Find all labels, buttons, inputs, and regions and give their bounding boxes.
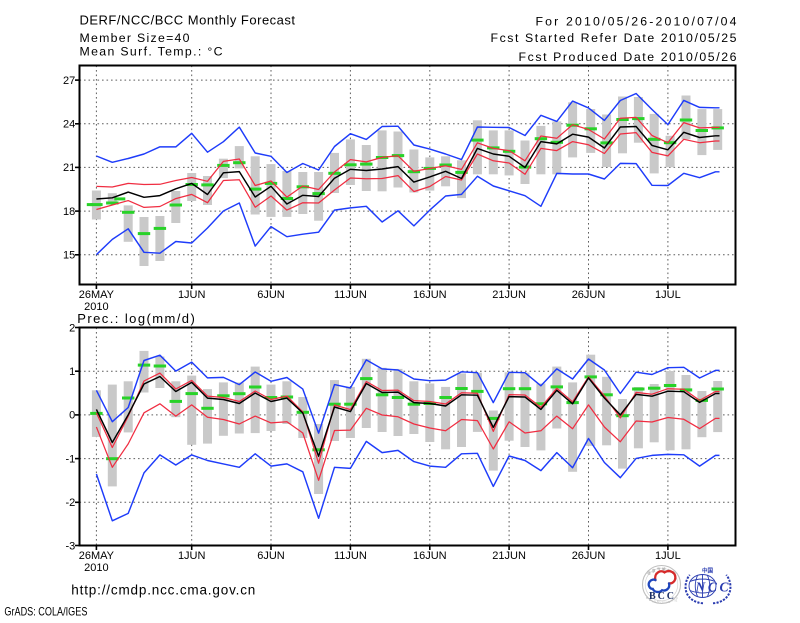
svg-text:18: 18 xyxy=(63,206,75,218)
svg-text:Fcst Produced Date 2010/05/26: Fcst Produced Date 2010/05/26 xyxy=(519,50,737,64)
svg-text:中国: 中国 xyxy=(702,567,714,575)
svg-text:2010: 2010 xyxy=(84,301,108,313)
svg-text:15: 15 xyxy=(63,250,75,262)
svg-text:BCC: BCC xyxy=(649,591,674,602)
svg-text:A T E: A T E xyxy=(671,599,678,603)
svg-text:0: 0 xyxy=(69,410,75,422)
svg-text:北: 北 xyxy=(647,570,651,575)
svg-text:C L I M: C L I M xyxy=(662,600,670,604)
svg-text:1JUN: 1JUN xyxy=(178,550,206,562)
svg-text:For 2010/05/26-2010/07/04: For 2010/05/26-2010/07/04 xyxy=(536,14,737,28)
svg-text:E: E xyxy=(649,598,651,602)
svg-text:1JUL: 1JUL xyxy=(655,289,681,301)
svg-text:26JUN: 26JUN xyxy=(572,289,606,301)
svg-text:气: 气 xyxy=(657,567,661,572)
svg-text:Mean Surf. Temp.: °C: Mean Surf. Temp.: °C xyxy=(80,45,223,59)
svg-text:21JUN: 21JUN xyxy=(492,550,526,562)
svg-text:6JUN: 6JUN xyxy=(257,550,285,562)
svg-text:2: 2 xyxy=(69,322,75,334)
svg-text:GrADS: COLA/IGES: GrADS: COLA/IGES xyxy=(4,605,87,619)
svg-text:21: 21 xyxy=(63,162,75,174)
svg-text:DERF/NCC/BCC Monthly Forecast: DERF/NCC/BCC Monthly Forecast xyxy=(80,12,296,27)
svg-text:24: 24 xyxy=(63,119,75,131)
svg-text:京: 京 xyxy=(652,568,656,573)
svg-text:Prec.: log(mm/d): Prec.: log(mm/d) xyxy=(77,311,195,326)
svg-text:11JUN: 11JUN xyxy=(334,550,367,562)
svg-text:1JUL: 1JUL xyxy=(655,550,681,562)
svg-text:C: C xyxy=(676,596,678,600)
svg-text:-3: -3 xyxy=(66,540,76,552)
svg-text:6JUN: 6JUN xyxy=(257,289,285,301)
svg-text:26JUN: 26JUN xyxy=(572,550,606,562)
svg-text:B: B xyxy=(646,596,648,600)
svg-text:Member Size=40: Member Size=40 xyxy=(80,31,190,45)
svg-text:16JUN: 16JUN xyxy=(413,550,447,562)
svg-text:I J I N G: I J I N G xyxy=(652,600,662,604)
svg-text:候: 候 xyxy=(662,567,666,572)
svg-text:-2: -2 xyxy=(66,497,76,509)
svg-text:1JUN: 1JUN xyxy=(178,289,206,301)
svg-text:11JUN: 11JUN xyxy=(334,289,367,301)
svg-text:26MAY: 26MAY xyxy=(79,289,115,301)
svg-text:27: 27 xyxy=(63,75,75,87)
svg-text:http://cmdp.ncc.cma.gov.cn: http://cmdp.ncc.cma.gov.cn xyxy=(71,583,255,598)
svg-text:21JUN: 21JUN xyxy=(492,289,526,301)
svg-text:16JUN: 16JUN xyxy=(413,289,447,301)
svg-text:26MAY: 26MAY xyxy=(79,550,115,562)
svg-text:NCC: NCC xyxy=(695,580,730,595)
svg-text:Fcst Started Refer Date 2010/0: Fcst Started Refer Date 2010/05/25 xyxy=(491,31,737,45)
svg-text:-1: -1 xyxy=(66,453,76,465)
svg-text:2010: 2010 xyxy=(84,562,108,574)
svg-text:1: 1 xyxy=(69,366,75,378)
